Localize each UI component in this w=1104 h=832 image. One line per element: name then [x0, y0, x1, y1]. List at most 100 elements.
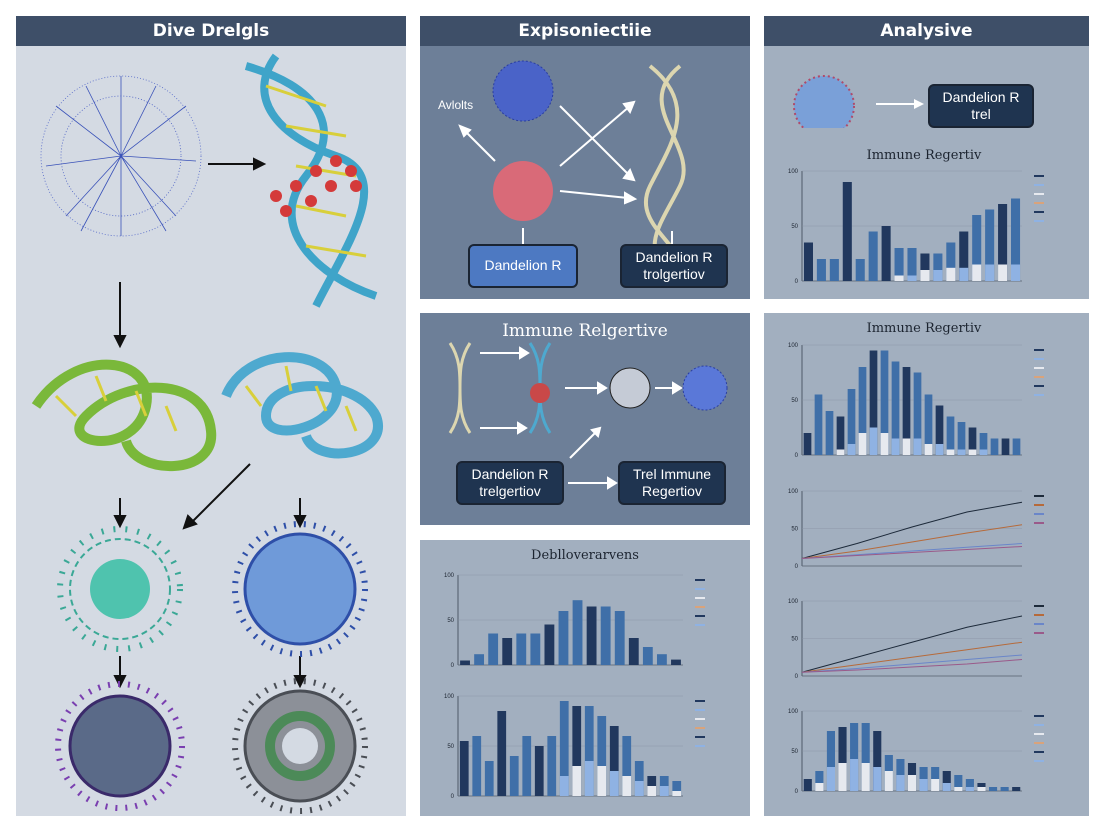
virus-illustration — [793, 75, 855, 128]
bar-segment — [985, 264, 995, 281]
y-tick-label: 0 — [795, 453, 799, 459]
legend-swatch — [695, 745, 705, 747]
legend-swatch — [1034, 211, 1044, 213]
bar — [842, 182, 852, 281]
legend-swatch — [695, 727, 705, 729]
bar-segment — [858, 433, 867, 455]
y-tick-label: 50 — [791, 527, 798, 533]
line-chart-2: 100 50 0 — [788, 599, 1044, 680]
series-line — [801, 659, 1023, 673]
bar-segment — [919, 779, 928, 791]
bar — [484, 761, 494, 796]
legend-swatch — [1034, 715, 1044, 717]
bar — [586, 606, 597, 665]
bar — [954, 775, 963, 791]
bar — [622, 736, 632, 796]
bar — [829, 259, 839, 281]
bar — [816, 259, 826, 281]
bar — [488, 633, 499, 665]
bar — [634, 761, 644, 796]
bar — [516, 633, 527, 665]
bar — [472, 736, 482, 796]
series-line — [801, 546, 1023, 559]
bar — [522, 736, 532, 796]
left-panel-title: Dive Drelgls — [16, 16, 406, 46]
middle-top-title: Expisoniectiie — [420, 16, 750, 46]
bar — [902, 367, 911, 455]
bar — [672, 781, 682, 796]
series-line — [801, 615, 1023, 673]
middle-bar-chart-1: 100 50 0 — [444, 573, 705, 669]
y-tick-label: 50 — [447, 744, 454, 750]
bar-segment — [672, 791, 682, 796]
legend-swatch — [695, 588, 705, 590]
bar-segment — [946, 449, 955, 455]
bar-segment — [597, 766, 607, 796]
y-tick-label: 100 — [788, 599, 799, 605]
bar-segment — [1011, 264, 1021, 281]
chart-title: Immune Regertiv — [866, 148, 982, 163]
series-line — [801, 524, 1023, 559]
y-tick-label: 50 — [791, 637, 798, 643]
bar — [920, 253, 930, 281]
bar-segment — [965, 787, 974, 791]
bar — [858, 367, 867, 455]
green-rna-knot-illustration — [31, 359, 217, 472]
trel-immune-regertiov-box: Trel Immune Regertiov — [618, 461, 726, 505]
legend-swatch — [1034, 385, 1044, 387]
legend-swatch — [695, 606, 705, 608]
legend-swatch — [1034, 522, 1044, 524]
legend-swatch — [695, 709, 705, 711]
bar-segment — [931, 779, 940, 791]
bar — [826, 731, 835, 791]
series-line — [801, 501, 1023, 559]
right-top-title: Analysive — [764, 16, 1089, 46]
bar — [803, 242, 813, 281]
legend-swatch — [1034, 751, 1044, 753]
legend-swatch — [1034, 623, 1044, 625]
y-tick-label: 0 — [451, 794, 455, 800]
bar — [881, 226, 891, 281]
bar-segment — [838, 763, 847, 791]
legend-swatch — [695, 700, 705, 702]
bar-segment — [861, 763, 870, 791]
bar — [558, 611, 569, 665]
bar-segment — [933, 270, 943, 281]
bar — [544, 624, 555, 665]
y-tick-label: 0 — [451, 663, 455, 669]
bar — [1001, 438, 1010, 455]
legend-swatch — [695, 736, 705, 738]
bar — [559, 701, 569, 796]
helix-illustration — [448, 342, 472, 434]
bar-segment — [979, 449, 988, 455]
bar — [979, 433, 988, 455]
bar — [913, 372, 922, 455]
blue-particle-illustration — [232, 521, 368, 657]
bar-segment — [896, 775, 905, 791]
bar — [642, 647, 653, 665]
bar — [1012, 787, 1021, 791]
bar-segment — [977, 787, 986, 791]
y-tick-label: 100 — [788, 343, 799, 349]
y-tick-label: 50 — [791, 398, 798, 404]
legend-swatch — [1034, 394, 1044, 396]
legend-swatch — [695, 615, 705, 617]
dandelion-illustration — [40, 75, 202, 237]
bar — [497, 711, 507, 796]
bar — [873, 731, 882, 791]
ring-particle-illustration — [232, 678, 368, 814]
legend-swatch — [1034, 184, 1044, 186]
bar — [946, 416, 955, 455]
bar-segment — [815, 783, 824, 791]
bar — [957, 422, 966, 455]
bar — [460, 660, 470, 665]
bar — [965, 779, 974, 791]
particle-illustration — [609, 367, 651, 409]
left-diagram — [31, 53, 383, 814]
bar — [907, 248, 917, 281]
bar — [815, 771, 824, 791]
